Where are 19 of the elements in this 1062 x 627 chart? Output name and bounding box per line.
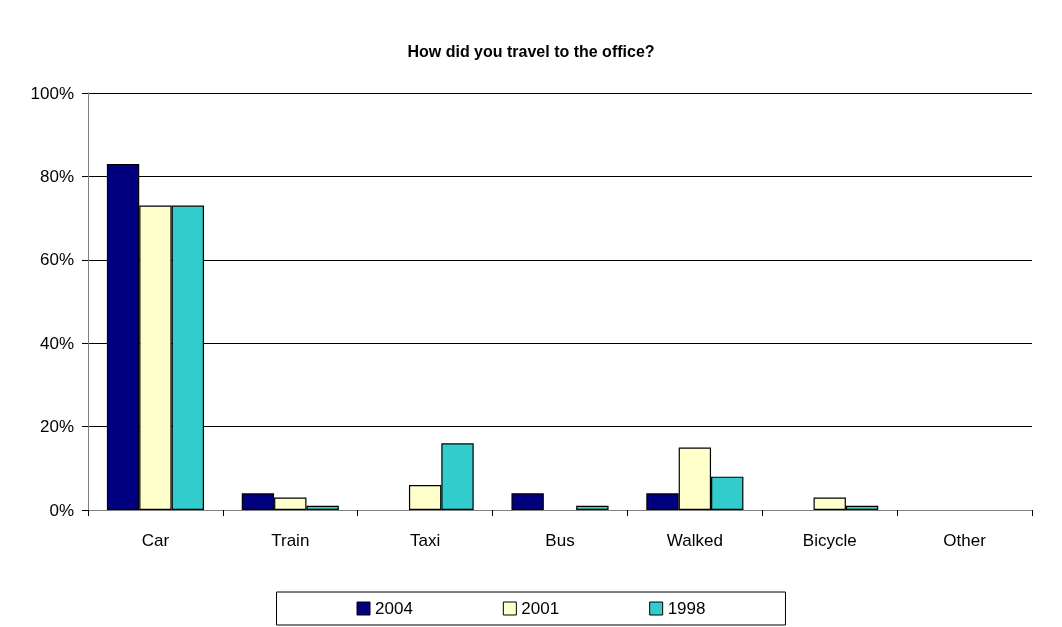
legend-label: 2001 (521, 599, 560, 618)
x-tick-label: Taxi (410, 531, 441, 550)
x-tick-label: Other (943, 531, 987, 550)
y-tick-label: 60% (39, 250, 74, 270)
y-tick-label: 80% (39, 166, 74, 186)
y-tick-label: 100% (30, 83, 74, 103)
legend-label: 2004 (375, 599, 413, 618)
y-tick-label: 40% (39, 333, 74, 353)
x-tick-label: Car (141, 531, 170, 550)
y-tick-label: 0% (49, 500, 74, 520)
y-tick-label: 20% (39, 417, 74, 437)
x-tick-label: Train (271, 531, 310, 550)
legend-label: 1998 (667, 599, 706, 618)
bar (511, 493, 544, 510)
x-tick-label: Bicycle (802, 531, 857, 550)
x-tick-label: Bus (545, 531, 575, 550)
x-tick-label: Walked (666, 531, 723, 550)
chart-title: How did you travel to the office? (407, 42, 655, 60)
bar (576, 505, 609, 510)
